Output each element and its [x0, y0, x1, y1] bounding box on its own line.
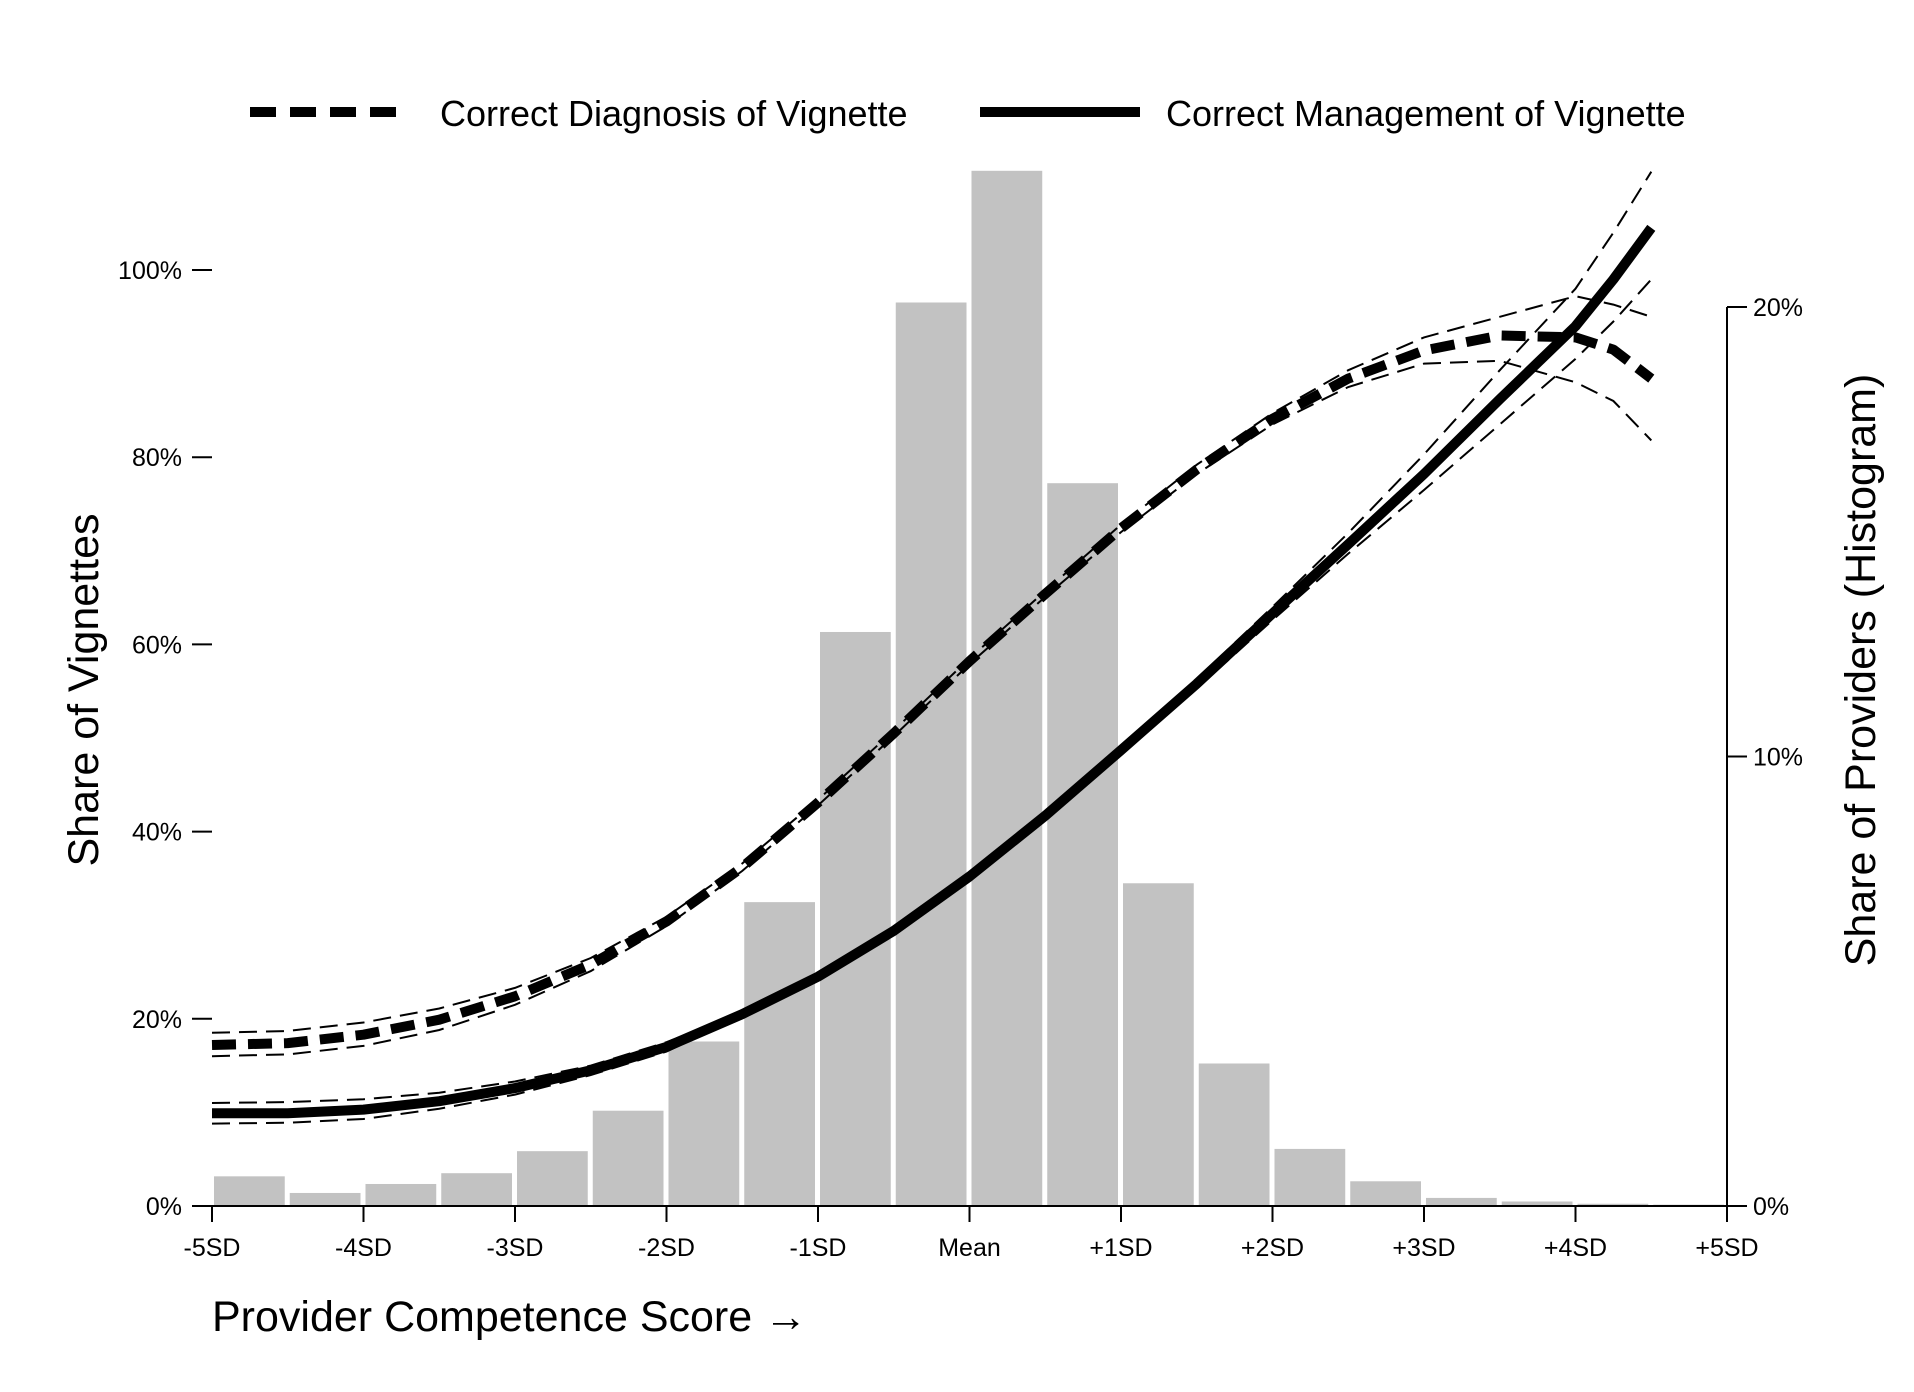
- histogram-bar: [744, 902, 815, 1206]
- y-tick-label: 80%: [132, 444, 182, 472]
- y-tick-label: 20%: [132, 1006, 182, 1034]
- histogram-bar: [971, 170, 1043, 1206]
- histogram-bar: [1426, 1197, 1497, 1206]
- y-tick-label: 100%: [118, 257, 182, 285]
- x-tick-label: -2SD: [638, 1234, 695, 1262]
- x-tick-label: +5SD: [1695, 1234, 1758, 1262]
- histogram-bar: [592, 1110, 664, 1206]
- x-tick-label: +2SD: [1241, 1234, 1304, 1262]
- series-lines: [211, 224, 1656, 1119]
- x-tick-label: -1SD: [790, 1234, 847, 1262]
- y2-tick-label: 20%: [1753, 294, 1803, 322]
- histogram-bar: [1198, 1063, 1270, 1206]
- management-upper-band: [211, 171, 1653, 1104]
- x-tick-label: -4SD: [335, 1234, 392, 1262]
- histogram-bar: [1274, 1148, 1346, 1206]
- legend-label-management: Correct Management of Vignette: [1166, 93, 1686, 134]
- histogram-bar: [365, 1183, 437, 1206]
- y-tick-label: 60%: [132, 631, 182, 659]
- y2-axis-title: Share of Providers (Histogram): [1837, 374, 1885, 967]
- x-tick-label: +1SD: [1089, 1234, 1152, 1262]
- histogram-bar: [441, 1173, 512, 1206]
- histogram-bar: [895, 302, 967, 1206]
- histogram-bar: [214, 1176, 285, 1206]
- histogram-bar: [1350, 1181, 1421, 1206]
- diagnosis-line: [211, 330, 1655, 1050]
- y-tick-label: 40%: [132, 819, 182, 847]
- histogram-bar: [1123, 883, 1194, 1206]
- histogram-bar: [820, 631, 891, 1206]
- histogram-bar: [1501, 1201, 1573, 1206]
- x-tick-label: -3SD: [487, 1234, 544, 1262]
- histogram-bar: [517, 1151, 588, 1206]
- x-axis-title: Provider Competence Score →: [212, 1293, 807, 1341]
- x-tick-label: Mean: [938, 1234, 1001, 1262]
- histogram-bar: [1577, 1203, 1649, 1206]
- histogram-bar: [289, 1192, 361, 1206]
- y-tick-label: 0%: [146, 1193, 182, 1221]
- x-tick-label: +3SD: [1392, 1234, 1455, 1262]
- y2-tick-label: 0%: [1753, 1193, 1789, 1221]
- histogram: [214, 170, 1724, 1207]
- legend: Correct Diagnosis of Vignette Correct Ma…: [250, 93, 1686, 134]
- axes: -5SD -4SD -3SD -2SD -1SD Mean +1SD +2SD +3SD +4SD…: [118, 257, 1803, 1262]
- histogram-bar: [668, 1041, 740, 1206]
- x-tick-label: -5SD: [184, 1234, 241, 1262]
- management-line: [212, 224, 1656, 1119]
- histogram-bar: [1047, 483, 1118, 1207]
- y2-tick-label: 10%: [1753, 744, 1803, 772]
- x-tick-label: +4SD: [1544, 1234, 1607, 1262]
- legend-label-diagnosis: Correct Diagnosis of Vignette: [440, 93, 908, 134]
- y-axis-title: Share of Vignettes: [60, 513, 108, 866]
